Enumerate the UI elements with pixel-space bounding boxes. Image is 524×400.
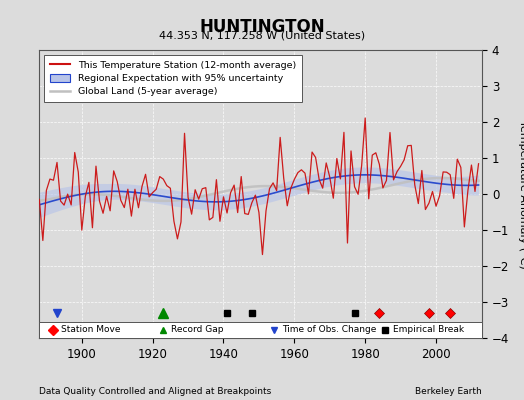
Text: Record Gap: Record Gap	[171, 326, 224, 334]
Bar	[39, 322, 482, 338]
Legend: This Temperature Station (12-month average), Regional Expectation with 95% uncer: This Temperature Station (12-month avera…	[44, 55, 302, 102]
Y-axis label: Temperature Anomaly (°C): Temperature Anomaly (°C)	[518, 120, 524, 268]
Text: Data Quality Controlled and Aligned at Breakpoints: Data Quality Controlled and Aligned at B…	[39, 387, 271, 396]
Text: Empirical Break: Empirical Break	[392, 326, 464, 334]
Text: 44.353 N, 117.258 W (United States): 44.353 N, 117.258 W (United States)	[159, 30, 365, 40]
Text: HUNTINGTON: HUNTINGTON	[199, 18, 325, 36]
Text: Time of Obs. Change: Time of Obs. Change	[282, 326, 376, 334]
Text: Berkeley Earth: Berkeley Earth	[416, 387, 482, 396]
Text: Station Move: Station Move	[61, 326, 120, 334]
